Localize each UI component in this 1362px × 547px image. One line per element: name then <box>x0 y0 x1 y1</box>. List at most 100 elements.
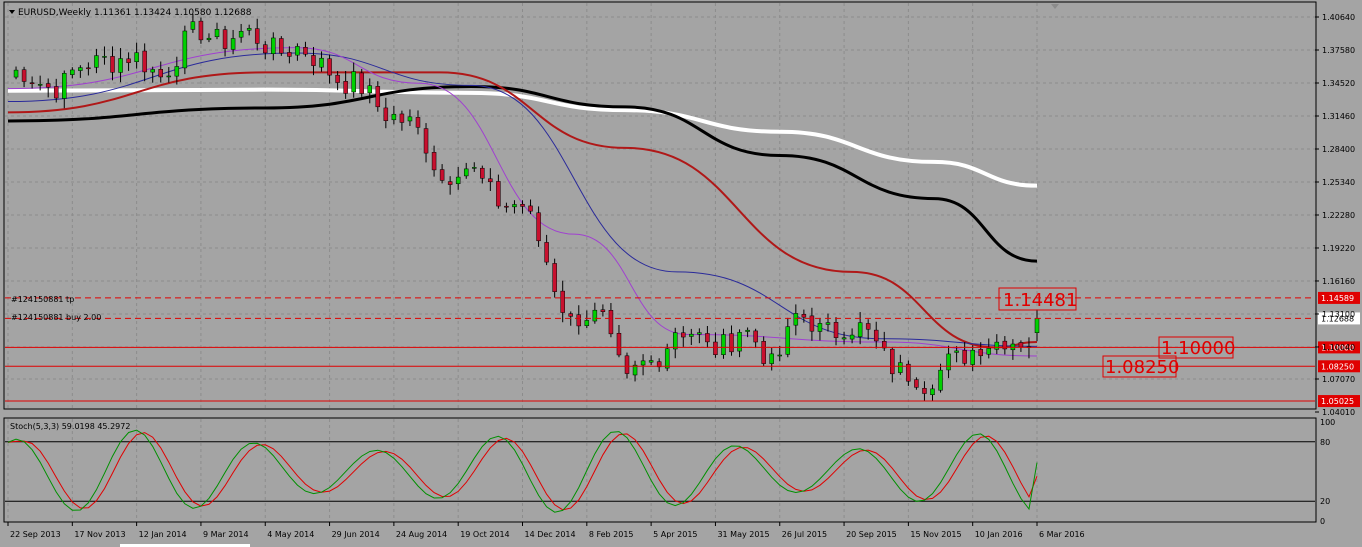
candle-body <box>174 66 180 77</box>
candle-body <box>970 349 975 365</box>
scroll-marker-icon[interactable] <box>1051 4 1059 9</box>
callout-1-08250: 1.08250 <box>1105 357 1179 378</box>
candle-body <box>335 74 340 83</box>
candle-body <box>359 72 364 94</box>
candle-body <box>576 314 582 327</box>
candle-body <box>311 55 316 66</box>
date-tick-label: 5 Apr 2015 <box>653 530 697 539</box>
candle-body <box>729 333 734 353</box>
price-tick-label: 1.07070 <box>1322 375 1355 384</box>
candle-body <box>343 81 348 94</box>
date-tick-label: 15 Nov 2015 <box>910 530 961 539</box>
candle-body <box>295 46 300 56</box>
stoch-tick-label: 0 <box>1320 517 1325 526</box>
candle-body <box>584 320 590 326</box>
symbol-title: EURUSD,Weekly 1.11361 1.13424 1.10580 1.… <box>18 8 252 18</box>
candle-body <box>833 322 839 338</box>
candle-body <box>214 29 220 37</box>
candle-body <box>568 313 573 317</box>
date-tick-label: 6 Mar 2016 <box>1039 530 1085 539</box>
candle-body <box>592 309 598 322</box>
candle-body <box>785 326 791 355</box>
price-level-label: 1.12688 <box>1321 314 1354 323</box>
candle-body <box>271 37 276 54</box>
candle-body <box>279 38 284 54</box>
date-tick-label: 8 Feb 2015 <box>589 530 634 539</box>
stoch-tick-label: 20 <box>1320 497 1330 506</box>
candle-body <box>1010 343 1016 351</box>
order-buy-label[interactable]: #124150881 buy 2.00 <box>11 313 101 322</box>
order-tp-label[interactable]: #124150881 tp <box>11 295 74 304</box>
price-level-tag <box>1318 360 1360 373</box>
candle-body <box>222 29 228 49</box>
price-tick-label: 1.40640 <box>1322 13 1355 22</box>
callout-tp: 1.14481 <box>1003 290 1077 311</box>
stoch-title: Stoch(5,3,3) 59.0198 45.2972 <box>10 422 130 431</box>
candle-body <box>198 20 204 41</box>
candle-body <box>439 169 445 181</box>
date-tick-label: 19 Oct 2014 <box>460 530 509 539</box>
moving-average-line <box>7 84 1038 263</box>
horizontal-scrollbar[interactable] <box>120 544 250 547</box>
date-tick-label: 10 Jan 2016 <box>975 530 1023 539</box>
candle-body <box>906 363 911 382</box>
candle-body <box>914 379 919 388</box>
price-level-label: 1.10000 <box>1321 343 1354 352</box>
candle-body <box>801 314 807 318</box>
candle-body <box>761 341 766 364</box>
candle-body <box>238 31 244 38</box>
date-tick-label: 17 Nov 2013 <box>74 530 125 539</box>
candle-body <box>110 56 115 73</box>
moving-average-line <box>7 47 1038 357</box>
candle-body <box>254 28 260 44</box>
candle-body <box>327 58 332 76</box>
candle-body <box>351 71 356 93</box>
price-tick-label: 1.28400 <box>1322 145 1355 154</box>
stoch-panel-frame <box>3 417 1317 523</box>
dropdown-arrow-icon[interactable] <box>9 10 15 14</box>
candle-body <box>689 333 694 337</box>
candle-body <box>463 168 469 177</box>
candle-body <box>986 348 992 355</box>
stochastic-lines <box>5 429 1315 513</box>
moving-average-lines <box>7 47 1038 357</box>
candle-body <box>263 44 268 54</box>
price-level-label: 1.05025 <box>1321 397 1354 406</box>
moving-average-line <box>7 52 1038 347</box>
candle-body <box>45 83 51 88</box>
date-tick-label: 4 May 2014 <box>267 530 314 539</box>
candle-body <box>94 55 99 68</box>
candle-body <box>632 364 638 376</box>
candle-body <box>520 203 525 207</box>
callout-box-1-08250 <box>1102 355 1177 378</box>
candle-body <box>319 57 324 68</box>
candle-body <box>898 362 903 373</box>
candle-body <box>399 113 405 123</box>
date-tick-label: 12 Jan 2014 <box>139 530 187 539</box>
callout-box-1-10000 <box>1158 336 1234 359</box>
date-tick-label: 20 Sep 2015 <box>846 530 897 539</box>
date-tick-label: 24 Aug 2014 <box>396 530 447 539</box>
candle-body <box>142 50 147 73</box>
candle-body <box>552 263 557 292</box>
stoch-tick-label: 100 <box>1320 418 1335 427</box>
candle-body <box>841 337 847 340</box>
price-tick-label: 1.31460 <box>1322 112 1355 121</box>
stoch-series-line <box>7 429 1038 513</box>
candle-body <box>608 310 614 335</box>
price-level-tag <box>1318 395 1360 408</box>
price-level-tag <box>1318 341 1360 354</box>
candle-body <box>480 167 485 179</box>
candle-body <box>536 212 541 242</box>
candle-body <box>53 86 59 99</box>
candle-body <box>962 350 967 364</box>
date-tick-label: 29 Jun 2014 <box>332 530 380 539</box>
candle-body <box>753 330 758 343</box>
candle-body <box>672 332 678 350</box>
candle-body <box>21 69 27 82</box>
candle-body <box>86 67 91 70</box>
candle-body <box>246 28 252 31</box>
candle-body <box>150 69 155 73</box>
